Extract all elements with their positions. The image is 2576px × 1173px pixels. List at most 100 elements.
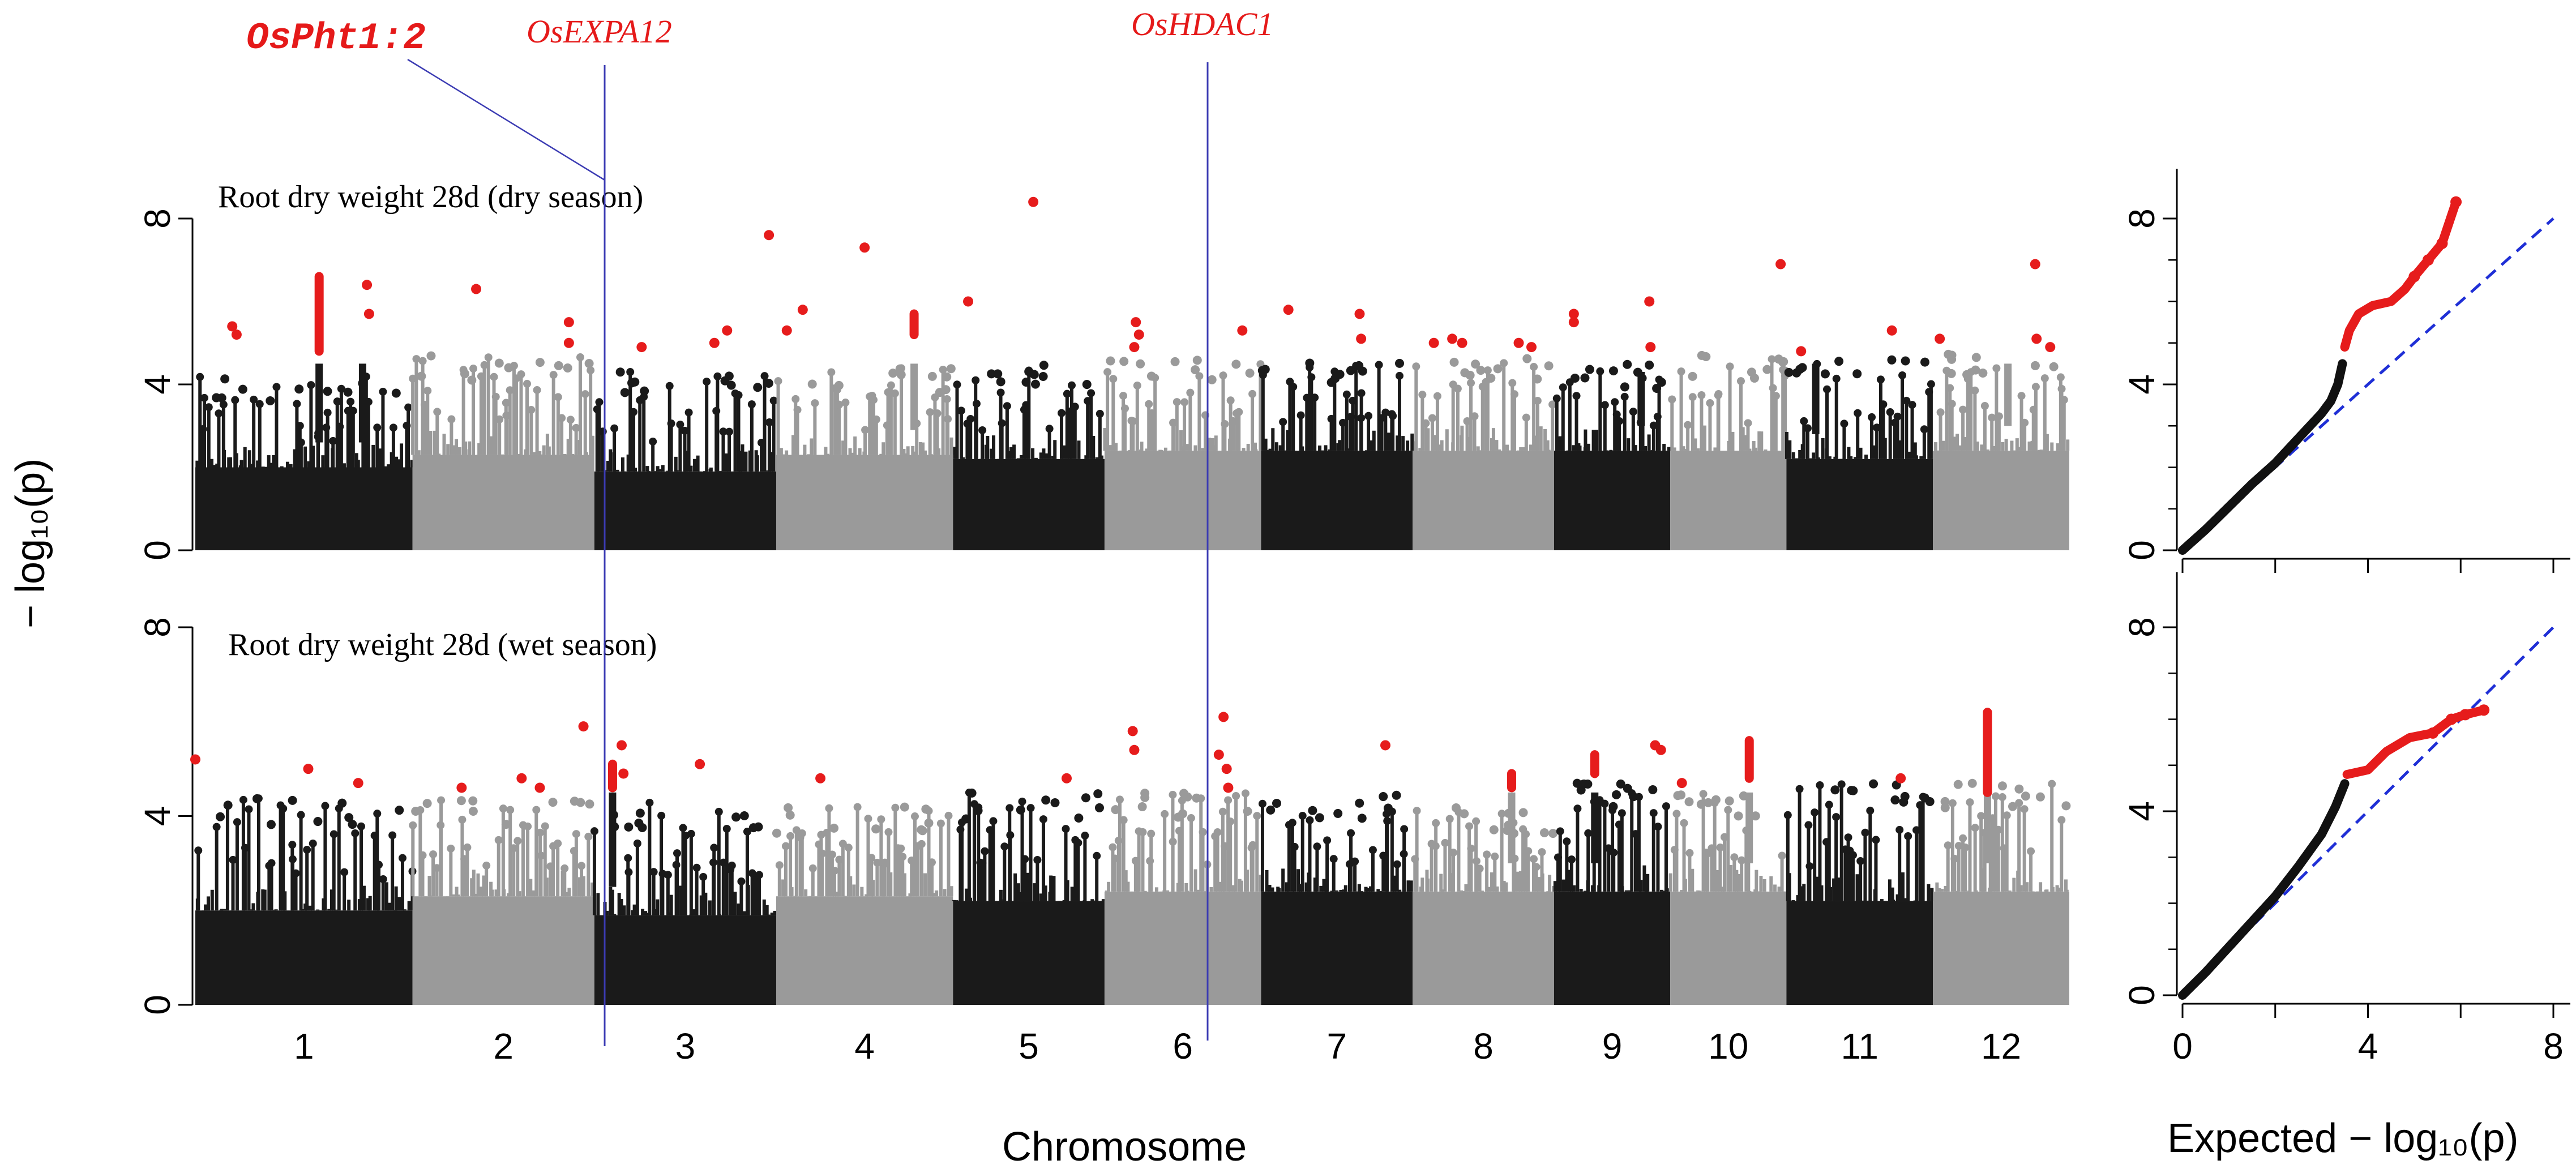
snp-point (1559, 383, 1567, 392)
snp-point (1289, 383, 1298, 391)
significant-snp (1568, 317, 1579, 328)
chromosome-label: 11 (1841, 1026, 1878, 1067)
snp-point (1920, 793, 1929, 803)
snp-point (1629, 792, 1638, 802)
snp-point (1998, 793, 2006, 802)
snp-point (1980, 401, 1989, 410)
significant-snp (1796, 346, 1807, 357)
snp-point (1648, 785, 1658, 794)
snp-point (891, 803, 900, 812)
snp-point (1241, 789, 1250, 798)
snp-point (1522, 830, 1530, 838)
snp-point (1620, 382, 1629, 392)
significant-snp (534, 782, 545, 793)
snp-point (1231, 359, 1241, 369)
snp-point (1539, 828, 1549, 838)
y-tick-label: 4 (137, 806, 178, 827)
snp-point (1418, 391, 1427, 399)
snp-point (2056, 373, 2065, 382)
snp-point (1311, 393, 1319, 402)
snp-point (1961, 844, 1970, 852)
significant-snp (1062, 773, 1072, 784)
snp-point (1861, 828, 1869, 837)
snp-point (433, 864, 441, 872)
snp-point (357, 822, 365, 830)
y-tick-label: 8 (137, 208, 178, 229)
snp-point (266, 396, 275, 405)
snp-point (791, 395, 800, 403)
chromosome-body (1933, 451, 2069, 550)
snp-point (307, 381, 315, 389)
snp-point (292, 869, 300, 877)
chromosome-body (1261, 891, 1413, 1005)
significant-snp (190, 754, 200, 765)
snp-point (1601, 799, 1609, 808)
snp-point (772, 828, 781, 838)
snp-point (808, 864, 817, 872)
snp-point (1747, 367, 1756, 377)
significant-snp (1568, 309, 1579, 319)
snp-point (433, 408, 442, 416)
snp-point (1063, 389, 1071, 398)
snp-point (267, 859, 276, 867)
snp-point (880, 858, 889, 867)
chromosome-label: 4 (854, 1026, 875, 1067)
snp-point (1992, 364, 2001, 373)
snp-point (1129, 417, 1137, 425)
snp-point (1147, 829, 1156, 838)
significant-snp (1356, 333, 1367, 344)
snp-point (1381, 408, 1390, 417)
chromosome-body (1104, 891, 1261, 1005)
snp-point (867, 854, 876, 862)
snp-point (1393, 860, 1401, 868)
snp-point (2030, 361, 2040, 370)
snp-point (610, 424, 619, 433)
snp-point (739, 811, 749, 820)
qq-red-point (2478, 704, 2490, 716)
snp-point (288, 841, 297, 849)
snp-point (1067, 381, 1076, 389)
chromosome-9-points (1553, 778, 1671, 1005)
snp-point (1355, 798, 1364, 808)
snp-point (1508, 379, 1517, 387)
chromosome-body (953, 901, 1105, 1005)
snp-point (418, 357, 427, 365)
snp-point (1778, 851, 1786, 860)
significant-snp (963, 296, 974, 307)
snp-point (1235, 408, 1243, 416)
snp-point (1296, 411, 1305, 419)
snp-point (877, 815, 885, 824)
snp-point (664, 871, 672, 879)
snp-point (554, 361, 563, 370)
snp-point (480, 361, 489, 369)
significant-snp (1775, 259, 1786, 269)
significant-snp (1218, 712, 1229, 722)
snp-point (811, 399, 819, 408)
snp-point (1368, 846, 1377, 854)
snp-point (1672, 810, 1681, 818)
snp-point (1383, 817, 1392, 825)
qq-y-tick-label: 4 (2121, 801, 2162, 821)
snp-point (313, 817, 323, 827)
snp-point (748, 823, 758, 833)
snp-point (1623, 359, 1632, 369)
snp-point (598, 427, 607, 436)
snp-point (293, 400, 301, 408)
qq-red-point (2422, 254, 2434, 266)
snp-point (657, 811, 666, 820)
snp-point (665, 382, 674, 390)
snp-point (1180, 398, 1189, 406)
snp-point (1377, 414, 1386, 422)
snp-point (764, 379, 773, 388)
chromosome-label: 7 (1327, 1026, 1347, 1067)
snp-point (1601, 401, 1609, 409)
snp-point (1038, 371, 1048, 381)
snp-point (468, 796, 478, 806)
snp-point (781, 842, 790, 850)
snp-point (1730, 853, 1739, 862)
snp-point (1039, 815, 1047, 824)
snp-point (1530, 363, 1538, 371)
chromosome-body (1413, 891, 1554, 1005)
snp-point (1573, 804, 1582, 813)
